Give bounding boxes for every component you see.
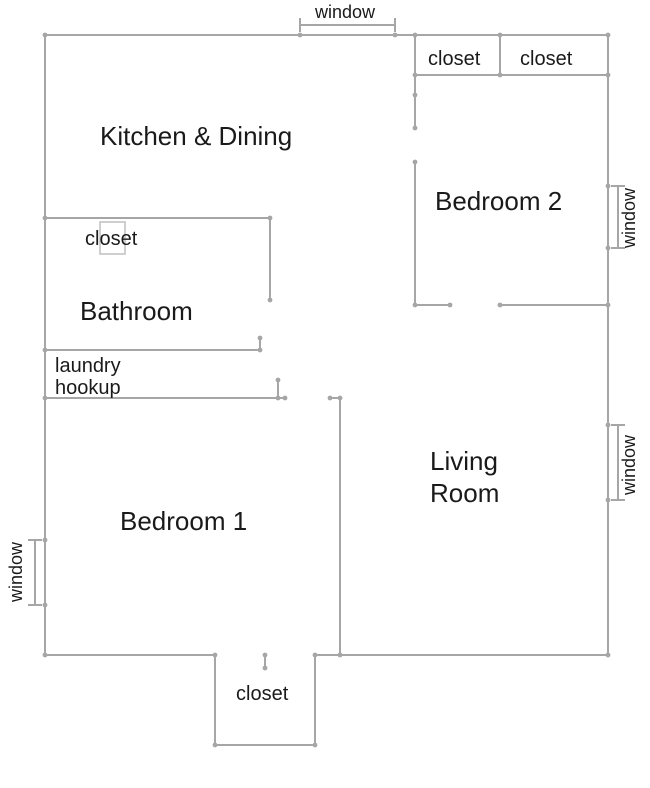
label-bathroom: Bathroom	[80, 296, 193, 326]
label-bedroom-2: Bedroom 2	[435, 186, 562, 216]
label-window-left: window	[6, 541, 26, 603]
label-laundry-2: hookup	[55, 377, 121, 399]
window-left	[28, 540, 45, 605]
label-closet-top-right: closet	[520, 48, 573, 70]
label-living-room-1: Living	[430, 446, 498, 476]
label-closet-top-left: closet	[428, 48, 481, 70]
label-closet-bath: closet	[85, 228, 138, 250]
label-window-right-2: window	[619, 434, 639, 496]
label-laundry-1: laundry	[55, 355, 121, 377]
floorplan-svg: Kitchen & Dining Bedroom 2 Bathroom Bedr…	[0, 0, 650, 788]
label-window-top: window	[314, 2, 376, 22]
label-window-right-1: window	[619, 187, 639, 249]
label-closet-bottom: closet	[236, 683, 289, 705]
label-living-room-2: Room	[430, 478, 499, 508]
label-kitchen-dining: Kitchen & Dining	[100, 121, 292, 151]
label-bedroom-1: Bedroom 1	[120, 506, 247, 536]
